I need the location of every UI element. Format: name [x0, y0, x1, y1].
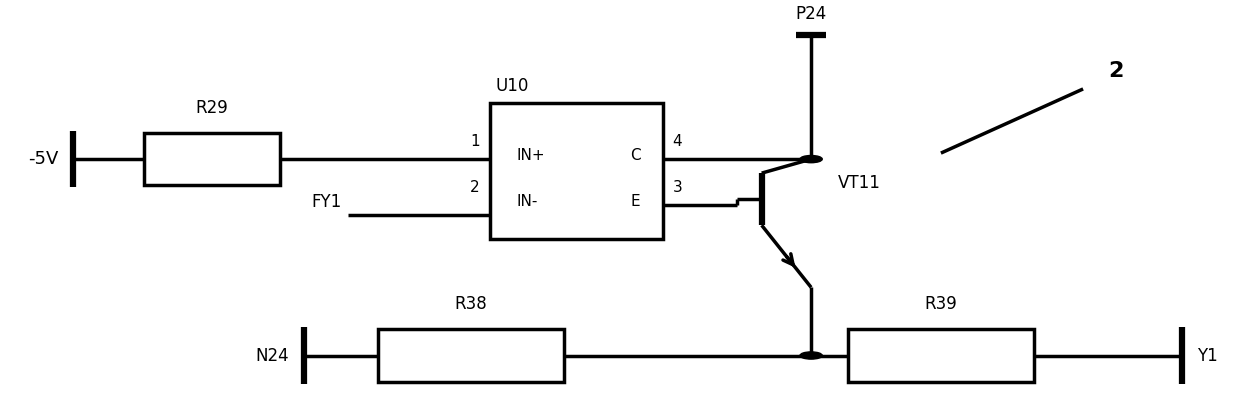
Text: R29: R29: [196, 99, 228, 117]
Text: C: C: [629, 148, 641, 163]
Text: R39: R39: [924, 295, 958, 313]
Text: IN-: IN-: [517, 194, 538, 209]
Text: N24: N24: [255, 346, 290, 364]
Text: R38: R38: [455, 295, 487, 313]
Text: E: E: [631, 194, 641, 209]
Text: 3: 3: [673, 180, 683, 195]
Text: U10: U10: [496, 77, 529, 95]
Text: 1: 1: [470, 134, 479, 149]
Circle shape: [800, 155, 823, 163]
Bar: [378, 330, 564, 382]
Text: FY1: FY1: [311, 193, 342, 211]
Text: Y1: Y1: [1197, 346, 1218, 364]
Text: P24: P24: [795, 5, 826, 23]
Bar: [849, 330, 1033, 382]
Text: 2: 2: [470, 180, 479, 195]
Text: 2: 2: [1108, 61, 1124, 81]
Text: 4: 4: [673, 134, 683, 149]
Circle shape: [800, 352, 823, 359]
Text: IN+: IN+: [517, 148, 545, 163]
Text: -5V: -5V: [28, 150, 58, 168]
Bar: [489, 103, 663, 239]
Bar: [144, 133, 280, 185]
Text: VT11: VT11: [839, 174, 881, 192]
